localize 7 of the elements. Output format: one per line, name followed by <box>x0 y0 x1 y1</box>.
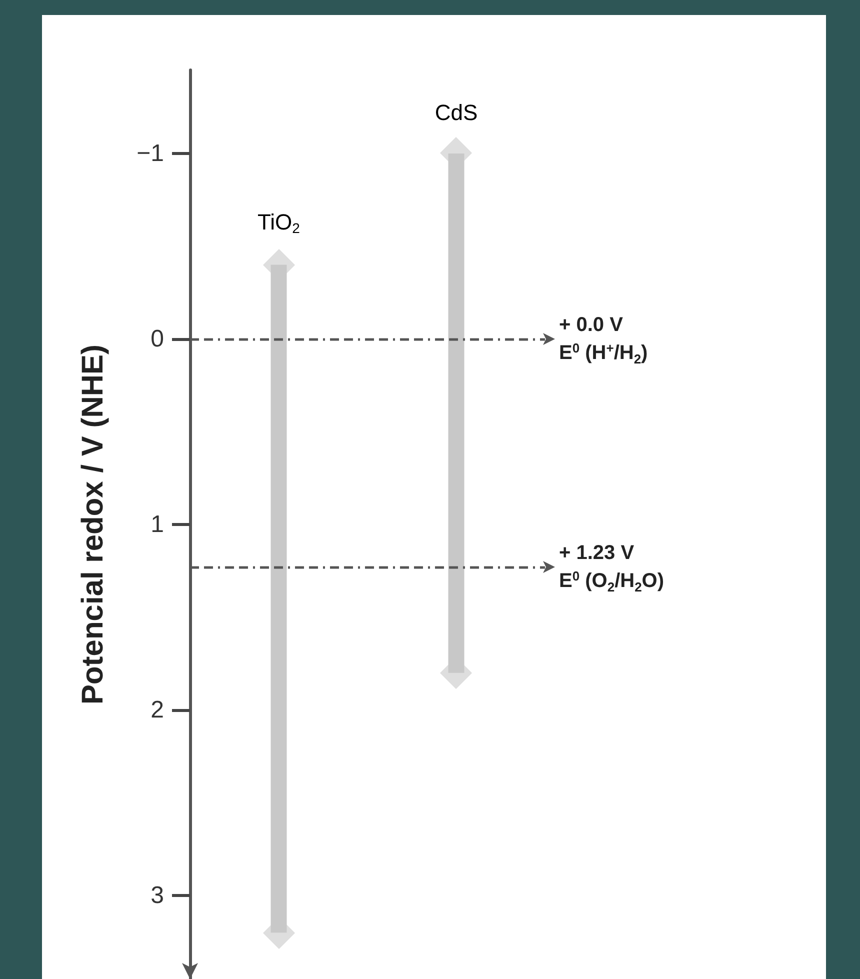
y-tick-label: 1 <box>150 511 164 538</box>
y-tick-label: −1 <box>136 140 164 167</box>
y-tick-label: 0 <box>150 325 164 352</box>
y-axis-title: Potencial redox / V (NHE) <box>76 344 110 705</box>
x-tick-label: CdS <box>434 100 478 125</box>
y-tick-label: 3 <box>150 882 164 910</box>
y-tick-label: 2 <box>150 696 164 724</box>
